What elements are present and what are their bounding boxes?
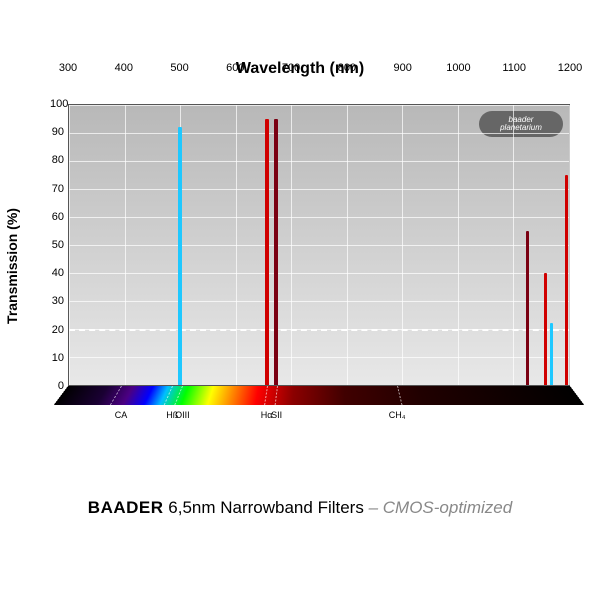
y-tick-label: 10 (50, 352, 64, 364)
spectrum-label-row: CAHßOIIIHαSIICH₄ (68, 410, 570, 424)
y-tick-label: 100 (50, 98, 64, 110)
grid-line-h (69, 273, 569, 274)
y-tick-label: 70 (50, 183, 64, 195)
reference-line (69, 329, 569, 331)
peak-sec2 (544, 273, 547, 385)
grid-line-v (125, 105, 126, 385)
grid-line-h (69, 189, 569, 190)
grid-line-v (402, 105, 403, 385)
brand-name: BAADER (88, 498, 164, 517)
x-tick-label: 800 (338, 62, 356, 74)
spectrum-label: CH₄ (389, 410, 406, 420)
grid-line-v (347, 105, 348, 385)
x-tick-label: 900 (393, 62, 411, 74)
x-tick-label: 1000 (446, 62, 470, 74)
peak-SII (274, 119, 278, 385)
grid-line-h (69, 105, 569, 106)
grid-line-h (69, 301, 569, 302)
grid-line-h (69, 217, 569, 218)
peak-sec3 (550, 323, 553, 385)
grid-line-h (69, 357, 569, 358)
x-tick-label: 300 (59, 62, 77, 74)
grid-line-v (236, 105, 237, 385)
logo-line2: planetarium (500, 124, 542, 132)
x-tick-label: 600 (226, 62, 244, 74)
spectrum-strip (54, 386, 584, 405)
x-tick-row: 300400500600700800900100011001200 (68, 62, 570, 78)
grid-line-h (69, 245, 569, 246)
x-tick-label: 400 (115, 62, 133, 74)
x-tick-label: 1100 (502, 62, 526, 74)
grid-line-v (291, 105, 292, 385)
x-tick-label: 700 (282, 62, 300, 74)
spectrum-label: SII (271, 410, 282, 420)
spectrum-gradient (54, 386, 584, 405)
x-tick-label: 1200 (558, 62, 582, 74)
y-tick-label: 40 (50, 267, 64, 279)
y-axis-title: Transmission (%) (4, 208, 20, 324)
spectrum-label: OIII (175, 410, 190, 420)
y-tick-label: 0 (50, 380, 64, 392)
chart-area: Transmission (%) 0102030405060708090100 … (20, 86, 580, 446)
peak-sec1 (526, 231, 529, 385)
grid-line-v (569, 105, 570, 385)
grid-line-v (513, 105, 514, 385)
plot-region: baader planetarium (68, 104, 570, 386)
grid-line-v (69, 105, 70, 385)
y-tick-label: 30 (50, 295, 64, 307)
y-tick-label: 50 (50, 239, 64, 251)
grid-line-v (458, 105, 459, 385)
peak-OIII (178, 127, 182, 385)
filter-spec: 6,5nm Narrowband Filters (168, 498, 364, 517)
x-tick-label: 500 (170, 62, 188, 74)
peak-sec4 (565, 175, 568, 385)
spectrum-label: CA (115, 410, 128, 420)
y-tick-label: 20 (50, 324, 64, 336)
y-tick-label: 80 (50, 154, 64, 166)
y-tick-label: 90 (50, 126, 64, 138)
y-tick-label: 60 (50, 211, 64, 223)
chart-container: Wavelength (nm) 300400500600700800900100… (20, 60, 580, 540)
grid-line-h (69, 161, 569, 162)
subtitle: – CMOS-optimized (369, 498, 513, 517)
grid-line-h (69, 133, 569, 134)
chart-title: BAADER 6,5nm Narrowband Filters – CMOS-o… (20, 498, 580, 518)
peak-Ha (265, 119, 269, 385)
